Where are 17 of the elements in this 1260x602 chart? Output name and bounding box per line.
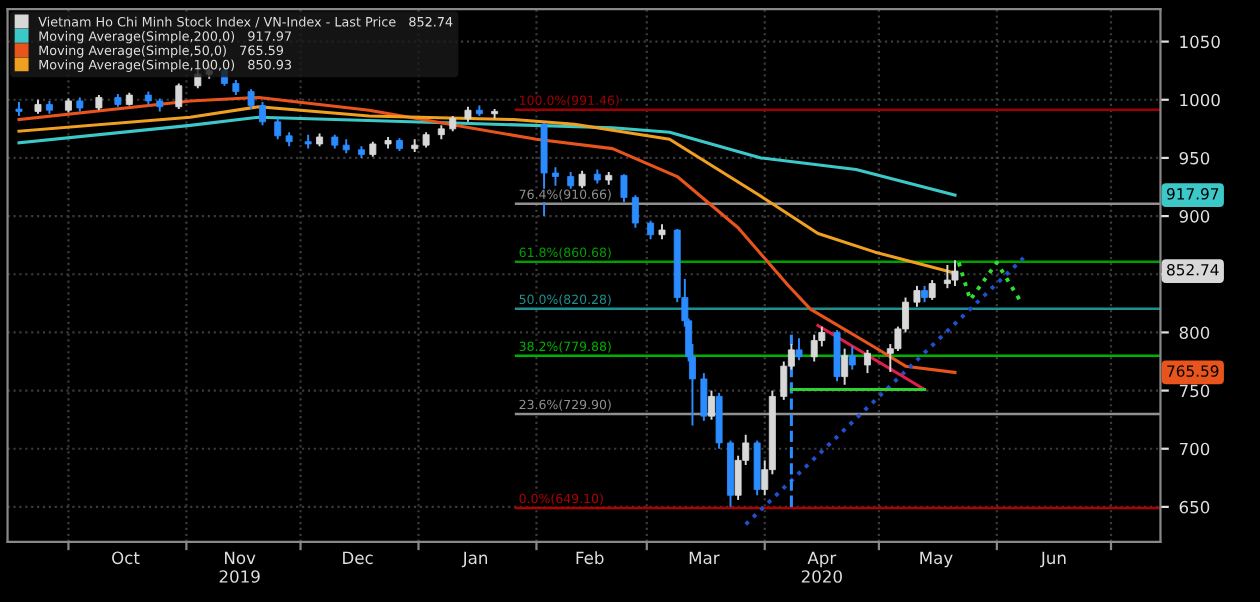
y-tick-label: 900 — [1179, 210, 1210, 223]
y-tick-label: 1000 — [1180, 93, 1220, 107]
x-tick-label: Dec — [343, 551, 373, 565]
x-tick-label: Oct — [112, 551, 140, 565]
x-tick-label: May — [920, 551, 953, 568]
y-tick-label: 950 — [1179, 151, 1210, 165]
x-tick-label: Feb — [576, 551, 604, 565]
x-tick-label: Nov 2019 — [219, 551, 260, 583]
y-tick-label: 650 — [1179, 500, 1210, 514]
y-tick-label: 800 — [1179, 326, 1210, 339]
x-tick-label: Mar — [689, 551, 720, 565]
x-tick-label: Jan — [461, 551, 487, 568]
y-tick-label: 1050 — [1180, 35, 1220, 49]
x-tick-label: Jun — [1040, 551, 1066, 568]
y-tick-label: 750 — [1179, 384, 1210, 398]
x-tick-label: Apr 2020 — [801, 551, 842, 583]
y-tick-label: 700 — [1179, 442, 1210, 456]
